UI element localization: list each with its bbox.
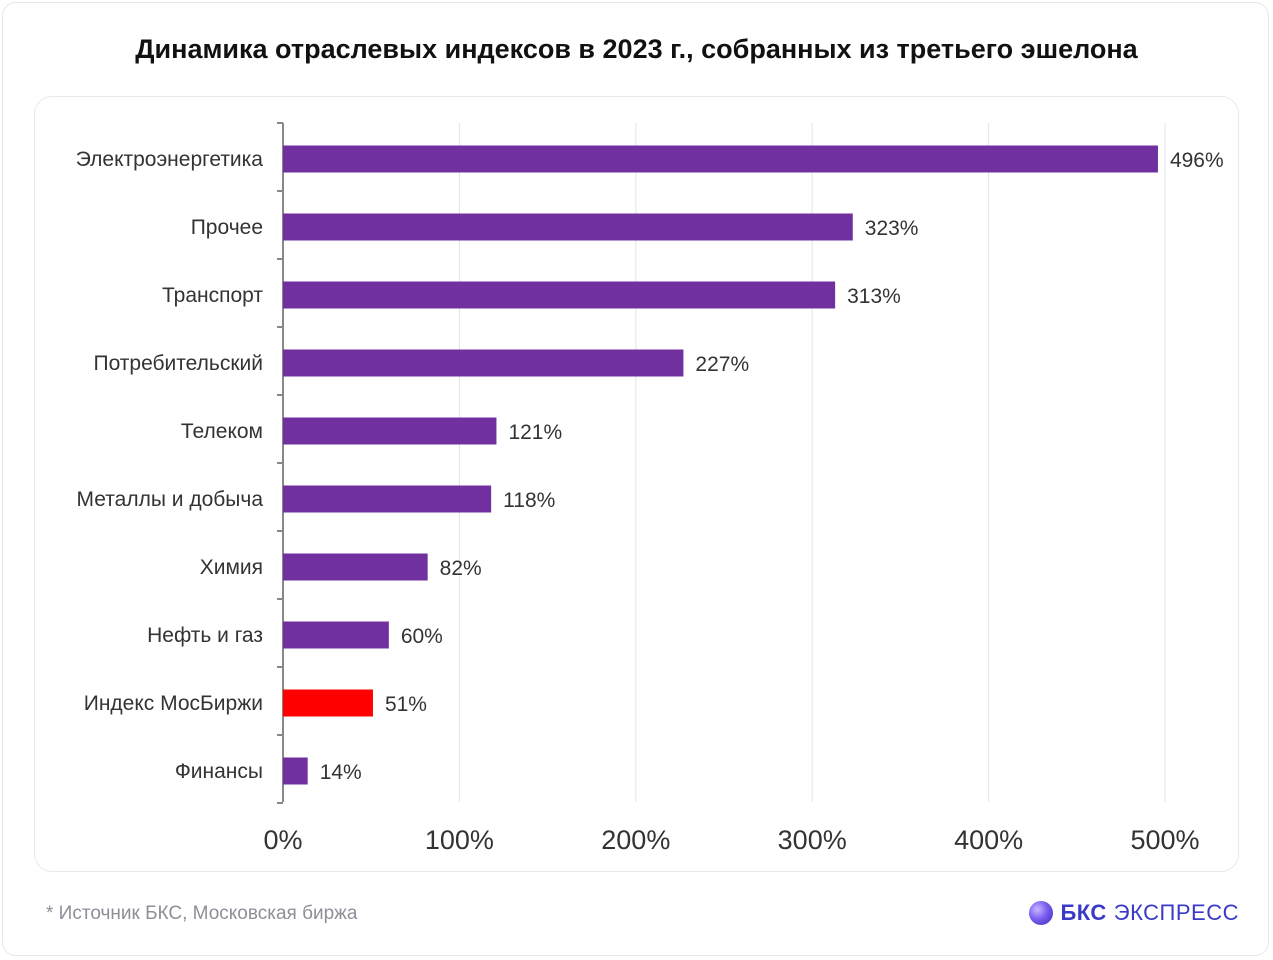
- bar-chart: Электроэнергетика 496% Прочее 323% Транспорт…: [76, 122, 1224, 855]
- bar: [283, 485, 492, 513]
- data-label: 323%: [865, 217, 919, 240]
- x-tick-label: 400%: [954, 825, 1023, 855]
- category-label: Металлы и добыча: [77, 488, 264, 511]
- data-label: 118%: [503, 489, 555, 512]
- bar: [283, 145, 1158, 173]
- bar: [283, 689, 373, 717]
- brand-name: БКС: [1060, 900, 1107, 925]
- bks-sphere-icon: [1029, 901, 1054, 925]
- data-label: 313%: [847, 285, 901, 308]
- data-label: 14%: [320, 761, 362, 784]
- data-label: 121%: [508, 421, 562, 444]
- chart-card: Электроэнергетика 496% Прочее 323% Транспорт…: [34, 96, 1239, 872]
- data-label: 51%: [385, 693, 427, 716]
- category-label: Прочее: [191, 216, 263, 239]
- category-label: Индекс МосБиржи: [84, 692, 263, 715]
- x-tick-label: 500%: [1130, 825, 1199, 855]
- x-tick-label: 200%: [601, 825, 670, 855]
- source-footnote: * Источник БКС, Московская биржа: [46, 903, 358, 924]
- bar: [283, 417, 497, 445]
- bar: [283, 213, 853, 241]
- category-label: Телеком: [181, 420, 263, 443]
- category-label: Химия: [200, 556, 263, 579]
- x-tick-label: 300%: [778, 825, 847, 855]
- data-label: 82%: [440, 557, 482, 580]
- bar: [283, 281, 836, 309]
- brand-subtitle: ЭКСПРЕСС: [1113, 900, 1239, 925]
- bar: [283, 553, 428, 581]
- bar: [283, 349, 684, 377]
- data-label: 227%: [695, 353, 749, 376]
- x-tick-label: 100%: [425, 825, 494, 855]
- bar: [283, 757, 308, 785]
- category-label: Нефть и газ: [147, 624, 263, 647]
- data-label: 60%: [401, 625, 443, 648]
- category-label: Электроэнергетика: [76, 148, 264, 171]
- chart-title: Динамика отраслевых индексов в 2023 г., …: [135, 34, 1138, 64]
- data-label: 496%: [1170, 149, 1224, 172]
- category-label: Транспорт: [162, 284, 263, 307]
- category-label: Финансы: [175, 760, 263, 783]
- bar: [283, 621, 389, 649]
- brand-logo[interactable]: БКС ЭКСПРЕСС: [1029, 898, 1239, 928]
- x-tick-label: 0%: [263, 825, 302, 855]
- category-label: Потребительский: [93, 352, 263, 375]
